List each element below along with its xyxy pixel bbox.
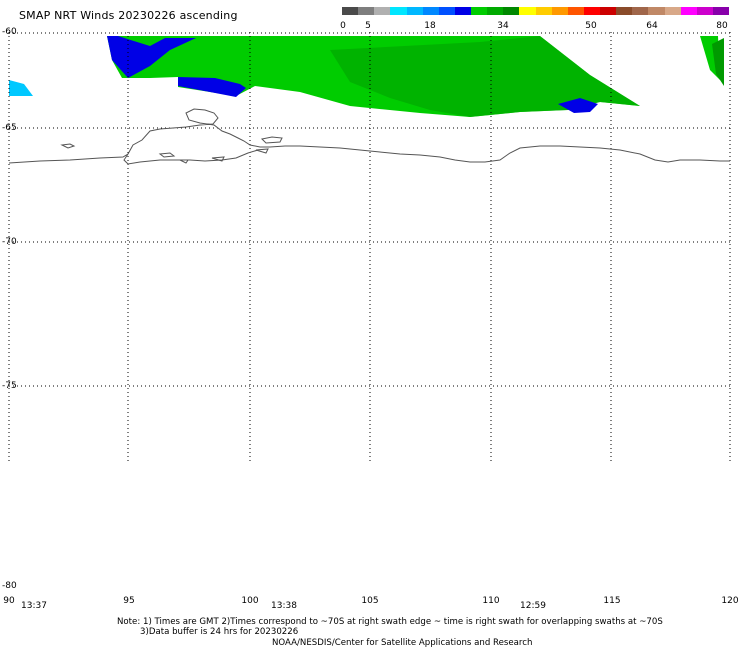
- colorbar-segment: [567, 7, 584, 15]
- colorbar-tick-label: 18: [424, 21, 436, 31]
- colorbar-segment: [664, 7, 681, 15]
- latitude-label: -75: [2, 381, 17, 391]
- latitude-label: -60: [2, 27, 17, 37]
- swath-time-label: 13:38: [271, 601, 297, 611]
- colorbar-segment: [600, 7, 617, 15]
- wind-region-moderate: [178, 77, 246, 97]
- wind-swath: [9, 36, 724, 117]
- longitude-label: 100: [241, 596, 259, 606]
- island: [179, 159, 189, 164]
- wind-region-moderate: [107, 36, 196, 78]
- island: [255, 148, 269, 154]
- colorbar-segment: [535, 7, 552, 15]
- wind-region-calm: [9, 80, 33, 96]
- coastline-detail: [123, 149, 259, 165]
- colorbar-segment: [632, 7, 649, 15]
- colorbar-segment: [374, 7, 391, 15]
- latitude-label: -80: [2, 581, 17, 591]
- map-title: SMAP NRT Winds 20230226 ascending: [19, 9, 238, 22]
- island: [260, 136, 283, 144]
- wind-region-fresh-dark: [712, 38, 724, 86]
- coastline: [8, 108, 730, 165]
- longitude-label: 115: [603, 596, 621, 606]
- colorbar-tick-label: 5: [365, 21, 371, 31]
- swath-time-label: 12:59: [520, 601, 546, 611]
- credit-line: NOAA/NESDIS/Center for Satellite Applica…: [272, 638, 533, 648]
- colorbar-segment: [358, 7, 375, 15]
- colorbar-segment: [551, 7, 568, 15]
- colorbar-segment: [342, 7, 359, 15]
- colorbar-segment: [406, 7, 423, 15]
- colorbar-tick-label: 0: [340, 21, 346, 31]
- wind-region-fresh-dark: [330, 36, 640, 117]
- island: [158, 152, 176, 158]
- colorbar-segment: [712, 7, 729, 15]
- colorbar-tick-label: 34: [497, 21, 509, 31]
- colorbar-segment: [583, 7, 600, 15]
- colorbar-segment: [390, 7, 407, 15]
- colorbar-segment: [454, 7, 471, 15]
- longitude-label: 110: [482, 596, 500, 606]
- colorbar-segment: [519, 7, 536, 15]
- latitude-label: -65: [2, 123, 17, 133]
- colorbar-segment: [438, 7, 455, 15]
- longitude-label: 90: [3, 596, 15, 606]
- swath-time-label: 13:37: [21, 601, 47, 611]
- colorbar-segment: [696, 7, 713, 15]
- island: [60, 143, 76, 149]
- colorbar-segment: [616, 7, 633, 15]
- antarctic-coastline: [8, 108, 730, 164]
- colorbar-segment: [487, 7, 504, 15]
- colorbar-segment: [422, 7, 439, 15]
- colorbar-tick-label: 50: [585, 21, 597, 31]
- wind-region-moderate: [558, 98, 598, 113]
- note-line: Note: 1) Times are GMT 2)Times correspon…: [117, 617, 663, 627]
- longitude-label: 120: [721, 596, 739, 606]
- wind-speed-colorbar: [342, 7, 729, 15]
- note-line: 3)Data buffer is 24 hrs for 20230226: [140, 627, 299, 637]
- colorbar-segment: [680, 7, 697, 15]
- colorbar-segment: [471, 7, 488, 15]
- colorbar-tick-label: 80: [716, 21, 728, 31]
- longitude-label: 95: [123, 596, 135, 606]
- colorbar-segment: [503, 7, 520, 15]
- colorbar-tick-label: 64: [646, 21, 658, 31]
- graticule: [8, 32, 731, 464]
- colorbar-segment: [648, 7, 665, 15]
- island: [211, 156, 225, 162]
- latitude-label: -70: [2, 237, 17, 247]
- longitude-label: 105: [361, 596, 379, 606]
